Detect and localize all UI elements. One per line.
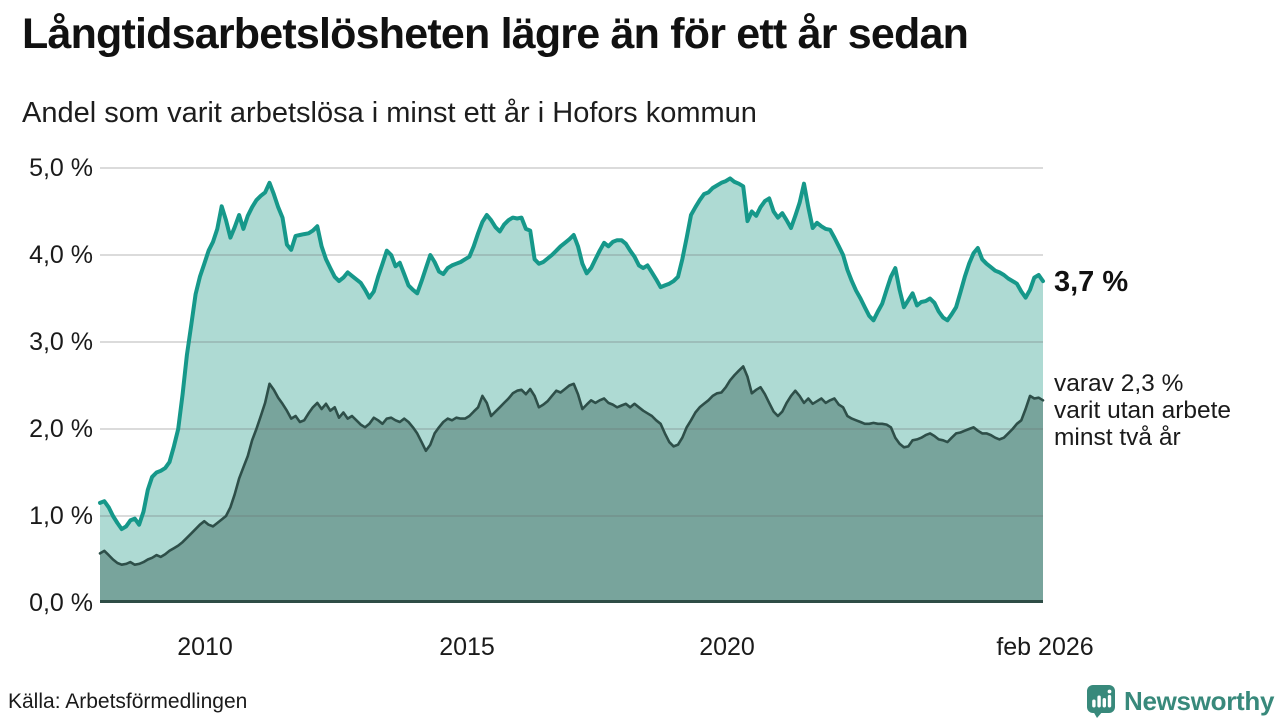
newsworthy-logo-icon [1087,685,1115,718]
newsworthy-logo: Newsworthy [1086,684,1274,718]
y-axis-label-3: 3,0 % [29,328,93,356]
x-axis-label-2020: 2020 [699,633,755,661]
chart-svg [98,167,1045,603]
y-axis-label-0: 0,0 % [29,589,93,617]
x-axis-label-feb-2026: feb 2026 [996,633,1094,661]
page-title: Långtidsarbetslösheten lägre än för ett … [22,10,969,58]
breakdown-line-2: varit utan arbete [1054,397,1232,424]
y-axis-label-5: 5,0 % [29,154,93,182]
latest-value-label: 3,7 % [1054,266,1129,298]
newsworthy-logo-text: Newsworthy [1124,685,1275,716]
breakdown-line-3: minst två år [1054,424,1181,451]
y-axis-label-4: 4,0 % [29,241,93,269]
source-label: Källa: Arbetsförmedlingen [8,690,248,713]
x-axis-label-2015: 2015 [439,633,495,661]
breakdown-label: varav 2,3 % varit utan arbete minst två … [1054,370,1231,451]
x-axis-label-2010: 2010 [177,633,233,661]
breakdown-line-1: varav 2,3 % [1054,370,1184,397]
page-subtitle: Andel som varit arbetslösa i minst ett å… [22,97,757,129]
y-axis-label-2: 2,0 % [29,415,93,443]
y-axis-label-1: 1,0 % [29,502,93,530]
